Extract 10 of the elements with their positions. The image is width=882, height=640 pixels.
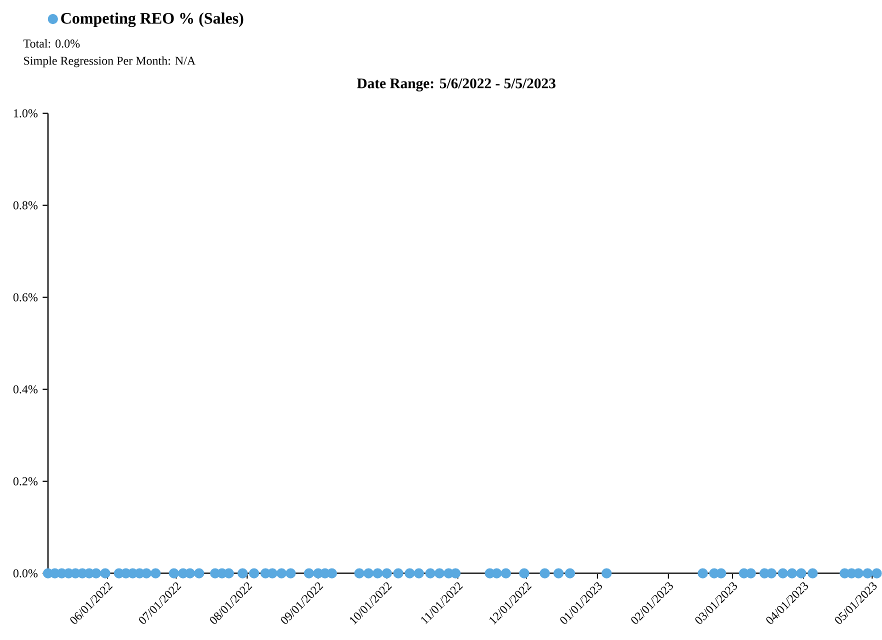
y-tick-label: 0.0% xyxy=(13,569,38,578)
y-tick-label: 0.2% xyxy=(13,477,38,486)
text: Total: 0.0% xyxy=(23,39,80,48)
text: Simple Regression Per Month: N/A xyxy=(24,56,196,68)
y-tick-label: 1.0% xyxy=(14,109,38,118)
chart-title: Date Range: 5/6/2022 - 5/5/2023 xyxy=(356,78,556,92)
y-tick-label: 0.4% xyxy=(13,385,38,394)
y-tick-label: 0.6% xyxy=(13,293,38,302)
legend-label: Competing REO % (Sales) xyxy=(61,12,244,28)
y-tick-label: 0.8% xyxy=(13,201,38,210)
